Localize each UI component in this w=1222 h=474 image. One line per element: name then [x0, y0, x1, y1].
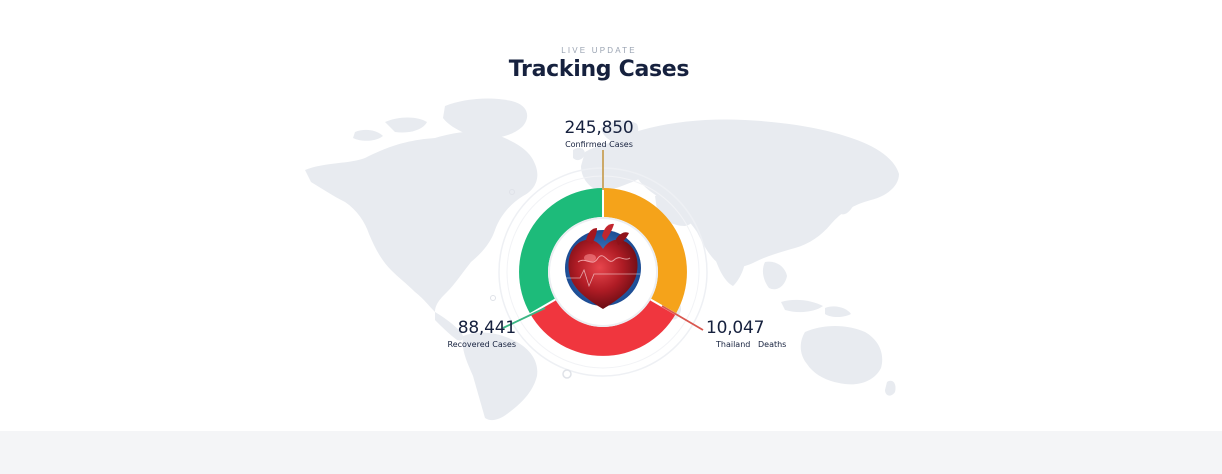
ring-segment-deaths	[530, 299, 676, 356]
case-ring-chart	[490, 150, 708, 379]
ring-segment-recovered	[519, 188, 603, 314]
connector-recovered	[502, 307, 546, 329]
recovered-label: Recovered Cases	[447, 340, 516, 349]
connector-deaths	[661, 305, 704, 331]
recovered-value: 88,441	[457, 318, 516, 338]
footer-band	[0, 431, 1222, 474]
stat-deaths: 10,047 Thailand Deaths	[706, 318, 806, 349]
confirmed-value: 245,850	[564, 118, 634, 138]
stat-recovered: 88,441 Recovered Cases	[402, 318, 517, 349]
deaths-value: 10,047	[706, 318, 765, 338]
live-update-eyebrow: LIVE UPDATE	[561, 46, 637, 55]
deaths-label: Thailand Deaths	[716, 340, 787, 349]
orbit-dot-small	[509, 189, 515, 195]
heart-icon	[565, 223, 641, 309]
tracking-cases-section: LIVE UPDATE Tracking Cases 245,850 Confi…	[305, 46, 899, 421]
stat-confirmed: 245,850 Confirmed Cases	[538, 118, 660, 149]
confirmed-label: Confirmed Cases	[565, 140, 633, 149]
orbit-dot	[562, 369, 572, 379]
ring-segment-confirmed	[603, 188, 687, 314]
orbit-dot-small-2	[490, 295, 496, 301]
page-title: Tracking Cases	[508, 57, 690, 82]
